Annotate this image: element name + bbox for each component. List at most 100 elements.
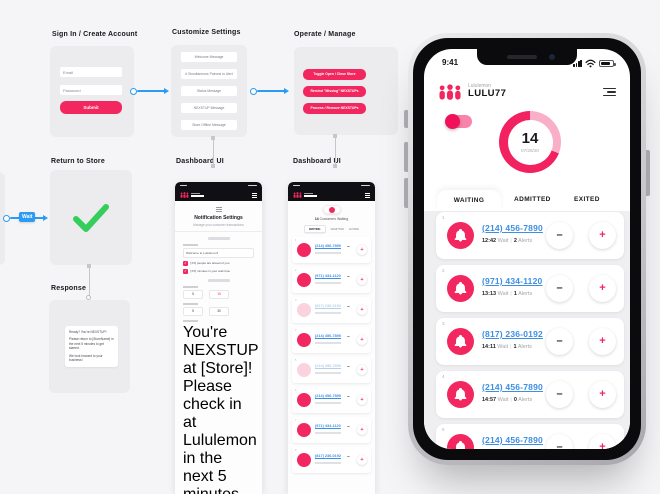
wf-subtitle: Manage your customer transactions: [193, 222, 244, 227]
increment-button[interactable]: +: [589, 328, 616, 355]
tab-waiting[interactable]: WAITING: [437, 190, 501, 212]
offscreen-card: [0, 172, 5, 265]
tab-admitted[interactable]: ADMITTED: [330, 227, 345, 231]
increment-button[interactable]: +: [357, 424, 367, 435]
decrement-button[interactable]: –: [347, 334, 350, 340]
wf-title: Notification Settings: [194, 215, 243, 221]
toggle-knob[interactable]: [445, 114, 460, 129]
customer-phone-link[interactable]: (214) 456-7890: [482, 435, 543, 445]
increment-button[interactable]: +: [357, 274, 367, 285]
flow-line: [334, 138, 336, 164]
increment-button[interactable]: +: [589, 434, 616, 449]
tab-admitted[interactable]: ADMITTED: [514, 196, 551, 203]
increment-button[interactable]: +: [589, 222, 616, 249]
decrement-button[interactable]: –: [347, 454, 350, 460]
flow-title-customize: Customize Settings: [172, 29, 241, 36]
volume-down-button: [404, 178, 409, 208]
customer-phone-link[interactable]: (214) 456-7890: [315, 333, 341, 338]
customize-settings-card: Welcome Message # Simultaneous Patrons t…: [171, 45, 247, 137]
checkbox-row[interactable]: ✓ [XX] people are ahead of you: [183, 260, 230, 266]
menu-icon[interactable]: [183, 207, 254, 212]
wf-list-row: 2 (971) 434-1120– +: [292, 267, 371, 293]
checkbox-row[interactable]: ✓ [XX] minutes in your wait time: [183, 268, 231, 274]
response-line: Please return to [StoreName] in the next…: [69, 337, 114, 351]
email-field[interactable]: Email: [60, 67, 122, 77]
tab-waiting[interactable]: WAITING: [304, 225, 326, 233]
setting-item: Store Offline Message: [181, 120, 237, 130]
remind-button[interactable]: Remind "Missing" NEXSTUPs: [303, 86, 366, 97]
menu-icon[interactable]: [365, 192, 370, 198]
increment-button[interactable]: +: [357, 454, 367, 465]
welcome-message-input[interactable]: Welcome to Lululemon!: [183, 247, 254, 258]
alert-message-textarea[interactable]: You're NEXSTUP at [Store]! Please check …: [183, 323, 259, 494]
customer-phone-link[interactable]: (214) 456-7890: [482, 382, 543, 392]
check-icon: [73, 204, 109, 232]
checkbox-icon[interactable]: ✓: [183, 260, 188, 266]
number-input[interactable]: 5: [183, 306, 203, 316]
decrement-button[interactable]: –: [347, 304, 350, 310]
wf-list-row: 4 (214) 456-7890– +: [292, 327, 371, 353]
increment-button[interactable]: +: [357, 304, 367, 315]
process-button[interactable]: Process / Remove NEXSTUPs: [303, 103, 366, 114]
customer-phone-link[interactable]: (214) 456-7890: [315, 363, 341, 368]
decrement-button[interactable]: –: [546, 275, 573, 302]
table-row: 4 (214) 456-7890 14:57 Wait | 0 Alerts – +: [436, 371, 624, 418]
increment-button[interactable]: +: [357, 334, 367, 345]
customer-phone-link[interactable]: (971) 434-1120: [315, 273, 341, 278]
increment-button[interactable]: +: [589, 275, 616, 302]
number-input[interactable]: 5: [183, 289, 203, 299]
hamburger-menu-icon[interactable]: [603, 87, 616, 97]
tab-exited[interactable]: EXITED: [349, 227, 359, 231]
connector-dot: [130, 87, 137, 95]
phone-screen: 9:41 Lululemon: [424, 49, 630, 449]
customer-phone-link[interactable]: (214) 456-7890: [482, 223, 543, 233]
decrement-button[interactable]: –: [347, 394, 350, 400]
password-field[interactable]: Password: [60, 85, 122, 95]
decrement-button[interactable]: –: [546, 434, 573, 449]
customer-phone-link[interactable]: (971) 434-1120: [482, 276, 543, 286]
increment-button[interactable]: +: [357, 244, 367, 255]
submit-button[interactable]: Submit: [60, 101, 122, 114]
wait-info: 12:42 Wait | 2 Alerts: [482, 237, 533, 244]
number-input[interactable]: 30: [209, 306, 229, 316]
response-line: We look forward to your business!: [69, 353, 103, 363]
customer-phone-link[interactable]: (817) 236-0192: [315, 303, 341, 308]
store-toggle[interactable]: [322, 205, 341, 214]
customer-phone-link[interactable]: (971) 434-1120: [315, 423, 341, 428]
checkbox-icon[interactable]: ✓: [183, 268, 188, 274]
wf-list-row: 3 (817) 236-0192– +: [292, 297, 371, 323]
increment-button[interactable]: +: [589, 381, 616, 408]
field-label: [183, 319, 198, 322]
customer-phone-link[interactable]: (817) 236-0192: [482, 329, 543, 339]
wf-list-row: 5 (214) 456-7890– +: [292, 357, 371, 383]
store-open-toggle[interactable]: [445, 114, 472, 129]
customer-phone-link[interactable]: (214) 456-7890: [315, 243, 341, 248]
section-divider: [207, 236, 230, 240]
customer-phone-link[interactable]: (817) 236-0192: [315, 453, 341, 458]
wf-tab-bar: WAITING ADMITTED EXITED: [288, 225, 375, 233]
menu-icon[interactable]: [252, 192, 257, 198]
customer-phone-link[interactable]: (214) 456-7890: [315, 393, 341, 398]
bell-icon: [297, 363, 311, 377]
bell-icon: [447, 275, 474, 302]
statusbar-time: 9:41: [442, 58, 459, 67]
decrement-button[interactable]: –: [546, 222, 573, 249]
increment-button[interactable]: +: [357, 364, 367, 375]
decrement-button[interactable]: –: [347, 424, 350, 430]
return-to-store-card: [50, 170, 132, 265]
decrement-button[interactable]: –: [347, 244, 350, 250]
people-logo-icon: [439, 84, 461, 100]
bell-icon: [447, 434, 474, 449]
number-input[interactable]: 15: [209, 289, 229, 299]
increment-button[interactable]: +: [357, 394, 367, 405]
decrement-button[interactable]: –: [347, 274, 350, 280]
mute-switch: [404, 110, 409, 128]
decrement-button[interactable]: –: [546, 328, 573, 355]
wf-list-row: 6 (214) 456-7890– +: [292, 387, 371, 413]
decrement-button[interactable]: –: [347, 364, 350, 370]
app-header: Lululemon LULU77: [438, 79, 616, 105]
decrement-button[interactable]: –: [546, 381, 573, 408]
toggle-store-button[interactable]: Toggle Open / Close Store: [303, 69, 366, 80]
tab-exited[interactable]: EXITED: [574, 196, 600, 203]
